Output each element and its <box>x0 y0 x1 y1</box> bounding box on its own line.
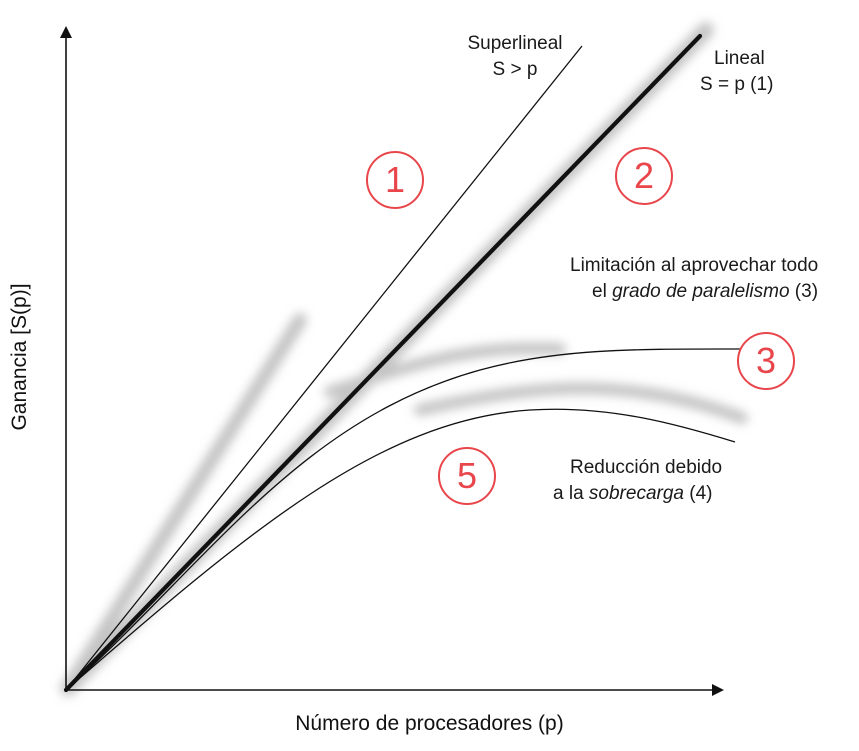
glow-reduccion <box>414 382 748 424</box>
limitacion-curve <box>65 348 741 691</box>
reduccion-curve <box>65 408 736 691</box>
reduccion-label-suffix: (4) <box>683 483 713 504</box>
limitacion-label: Limitación al aprovechar todo el grado d… <box>570 253 855 305</box>
reduccion-label: Reducción debido a la sobrecarga (4) <box>553 455 753 507</box>
glow-superlineal <box>61 313 307 695</box>
limitacion-label-italic: grado de paralelismo <box>612 281 790 302</box>
reduccion-label-line2: a la sobrecarga (4) <box>553 481 753 507</box>
x-axis-title: Número de procesadores (p) <box>295 712 564 735</box>
limitacion-label-line1: Limitación al aprovechar todo <box>570 255 819 276</box>
region-marker-5: 5 <box>438 447 496 505</box>
region-marker-3: 3 <box>737 332 795 390</box>
superlineal-label-line1: Superlineal <box>467 33 563 54</box>
region-marker-1: 1 <box>366 151 424 209</box>
region-marker-2: 2 <box>615 147 673 205</box>
limitacion-label-prefix: el <box>592 281 613 302</box>
reduccion-label-prefix: a la <box>553 483 589 504</box>
superlineal-label-line2: S > p <box>492 59 538 80</box>
limitacion-label-line2: el grado de paralelismo (3) <box>570 279 855 305</box>
lineal-label-line2: S = p (1) <box>700 74 774 95</box>
superlineal-label: Superlineal S > p <box>440 31 590 83</box>
limitacion-label-suffix: (3) <box>789 281 819 302</box>
lineal-label: Lineal S = p (1) <box>700 46 820 98</box>
superlineal-line <box>65 45 583 691</box>
lineal-label-line1: Lineal <box>714 48 765 69</box>
glow-limitacion <box>324 342 566 398</box>
reduccion-label-italic: sobrecarga <box>588 483 684 504</box>
lineal-line <box>63 33 703 693</box>
reduccion-label-line1: Reducción debido <box>570 457 723 478</box>
y-axis-title: Ganancia [S(p)] <box>8 283 31 431</box>
